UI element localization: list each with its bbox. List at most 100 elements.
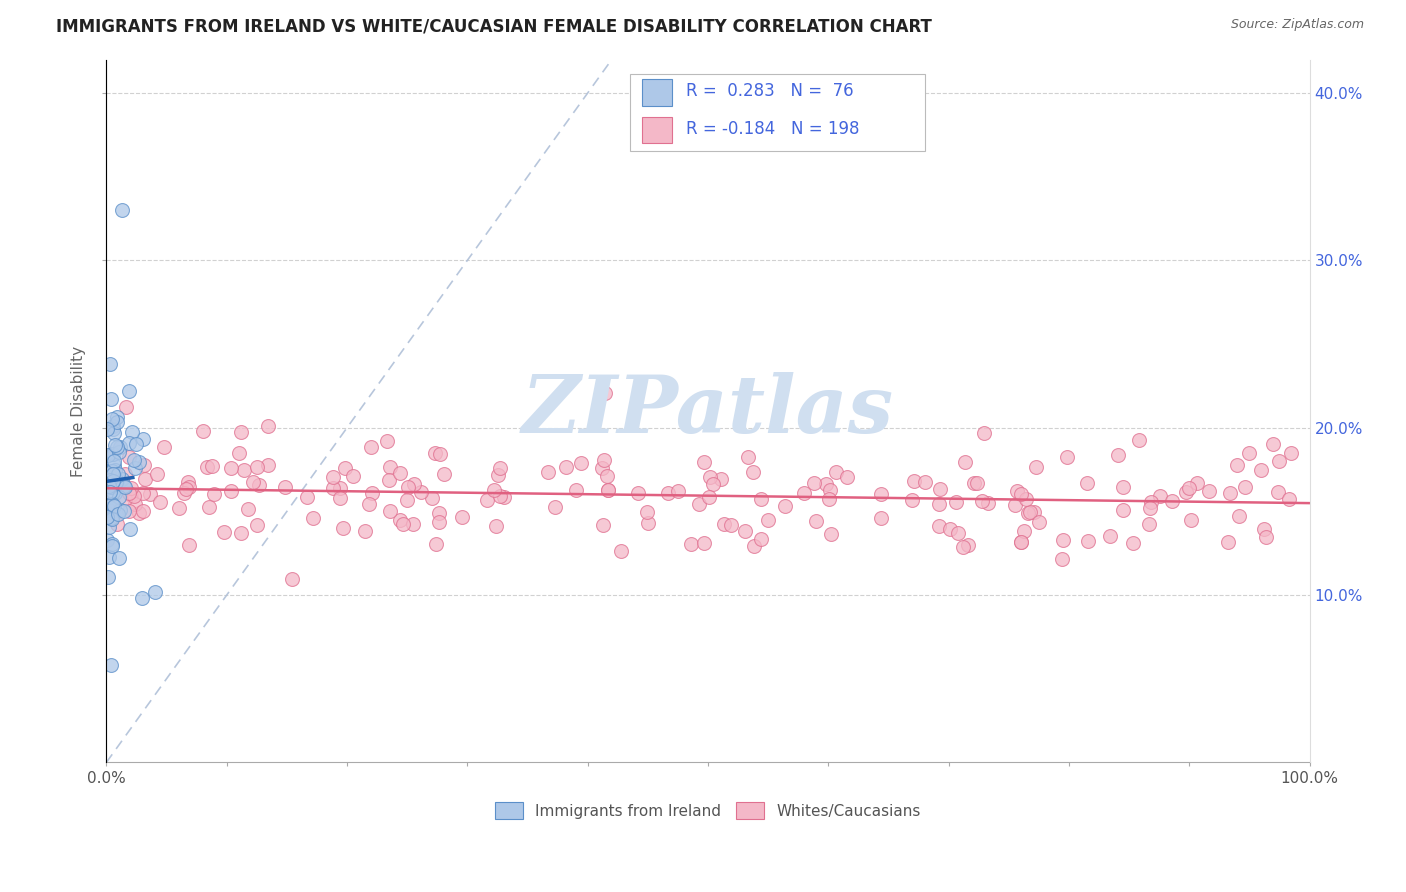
Point (1052, 533, 1074, 548)
Point (100, 511, 122, 525)
Point (1010, 535, 1032, 549)
Point (389, 467, 412, 481)
Point (96, 464, 118, 478)
Point (688, 497, 710, 511)
Point (966, 476, 988, 491)
Point (105, 516, 128, 531)
Point (121, 425, 143, 439)
Point (132, 486, 155, 500)
Point (928, 482, 950, 496)
Point (98, 485, 121, 500)
Point (657, 485, 679, 500)
Point (111, 203, 134, 218)
Y-axis label: Female Disability: Female Disability (72, 345, 86, 476)
Point (1185, 475, 1208, 490)
Point (977, 496, 1000, 510)
Point (100, 480, 122, 494)
Point (928, 519, 950, 533)
Point (420, 491, 443, 506)
Point (229, 425, 252, 439)
FancyBboxPatch shape (641, 117, 672, 144)
Point (132, 504, 155, 518)
Point (101, 412, 124, 426)
Point (1050, 552, 1073, 566)
Text: R = -0.184   N = 198: R = -0.184 N = 198 (686, 120, 860, 138)
Point (108, 445, 131, 459)
Text: IMMIGRANTS FROM IRELAND VS WHITE/CAUCASIAN FEMALE DISABILITY CORRELATION CHART: IMMIGRANTS FROM IRELAND VS WHITE/CAUCASI… (56, 18, 932, 36)
Point (946, 525, 969, 540)
Point (342, 469, 364, 483)
Point (818, 491, 841, 506)
Point (793, 486, 815, 500)
Point (118, 486, 141, 500)
Point (489, 460, 512, 475)
Point (494, 490, 516, 504)
Point (596, 483, 619, 497)
Point (98, 357, 121, 371)
Point (146, 467, 169, 482)
Point (1139, 495, 1161, 509)
Point (174, 482, 197, 496)
Point (108, 440, 131, 454)
Point (98, 473, 121, 487)
Point (96, 422, 118, 436)
Point (1019, 505, 1042, 519)
Point (149, 495, 172, 509)
Point (100, 536, 122, 550)
Point (114, 491, 136, 506)
Point (132, 432, 155, 446)
Point (1253, 522, 1275, 536)
Point (131, 591, 153, 606)
Point (427, 515, 450, 529)
Point (1175, 485, 1198, 500)
Point (132, 458, 155, 473)
Point (143, 584, 166, 599)
Point (429, 447, 451, 461)
Point (1229, 508, 1251, 523)
Point (1112, 503, 1135, 517)
Point (693, 535, 716, 549)
Point (118, 450, 141, 464)
Point (591, 460, 613, 475)
Point (125, 436, 148, 450)
Point (378, 473, 401, 487)
Point (100, 497, 122, 511)
Point (246, 460, 269, 475)
Point (702, 476, 724, 491)
Point (1219, 486, 1241, 500)
Point (1239, 446, 1261, 460)
Point (219, 461, 242, 475)
Point (749, 532, 772, 546)
Point (173, 486, 195, 500)
Point (105, 475, 128, 489)
Point (396, 480, 419, 494)
Point (1278, 491, 1301, 506)
Point (321, 470, 343, 484)
Point (1234, 479, 1257, 493)
Point (103, 425, 125, 440)
Point (98, 485, 121, 500)
Point (1025, 459, 1047, 474)
Point (1139, 500, 1161, 515)
Point (820, 527, 842, 541)
Point (101, 464, 124, 478)
Point (97, 503, 120, 517)
Point (167, 501, 190, 516)
Point (1216, 535, 1239, 549)
Point (280, 572, 302, 586)
Point (114, 467, 136, 481)
Point (107, 490, 129, 504)
Point (737, 450, 759, 465)
Point (100, 512, 122, 526)
Point (564, 483, 586, 497)
Point (425, 537, 447, 551)
Point (554, 460, 576, 475)
Point (1010, 487, 1032, 501)
Point (329, 491, 352, 505)
Point (238, 501, 260, 516)
Text: R =  0.283   N =  76: R = 0.283 N = 76 (686, 82, 853, 101)
Point (1226, 458, 1249, 472)
Point (97, 448, 120, 462)
Point (124, 453, 146, 467)
Point (815, 477, 838, 491)
